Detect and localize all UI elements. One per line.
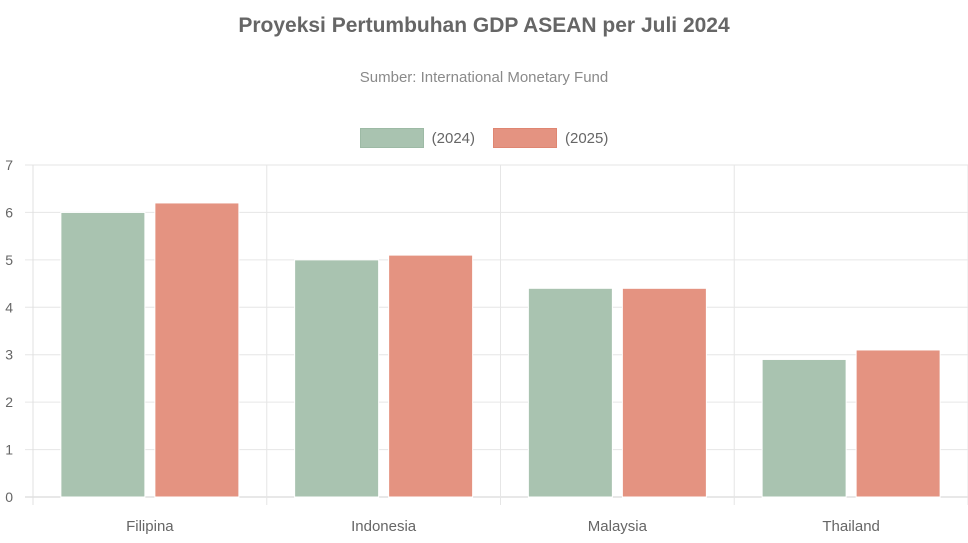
x-tick-label-indonesia: Indonesia bbox=[351, 518, 417, 535]
y-tick-label-0: 0 bbox=[5, 489, 13, 505]
y-tick-label-4: 4 bbox=[5, 299, 13, 315]
y-tick-label-3: 3 bbox=[5, 347, 13, 363]
x-tick-label-thailand: Thailand bbox=[822, 518, 880, 535]
chart-subtitle: Sumber: International Monetary Fund bbox=[359, 69, 609, 86]
legend-swatch-2025 bbox=[493, 128, 557, 148]
bar-indonesia-2024[interactable] bbox=[294, 259, 380, 498]
legend-label-2025: (2025) bbox=[565, 129, 609, 147]
chart-title: Proyeksi Pertumbuhan GDP ASEAN per Juli … bbox=[238, 14, 730, 37]
bar-malaysia-2024[interactable] bbox=[527, 287, 613, 498]
x-tick-label-filipina: Filipina bbox=[126, 518, 174, 535]
y-tick-label-6: 6 bbox=[5, 204, 13, 220]
y-tick-label-5: 5 bbox=[5, 252, 13, 268]
legend-item-2025[interactable]: (2025) bbox=[493, 128, 608, 148]
x-tick-label-malaysia: Malaysia bbox=[588, 518, 648, 535]
legend-item-2024[interactable]: (2024) bbox=[359, 128, 475, 148]
bar-thailand-2025[interactable] bbox=[855, 349, 941, 498]
chart-legend: (2024) (2025) bbox=[0, 128, 968, 148]
y-tick-label-2: 2 bbox=[5, 394, 13, 410]
bar-filipina-2025[interactable] bbox=[154, 202, 240, 498]
bar-thailand-2024[interactable] bbox=[761, 358, 847, 498]
y-tick-label-1: 1 bbox=[5, 442, 13, 458]
bar-filipina-2024[interactable] bbox=[60, 211, 146, 498]
bar-malaysia-2025[interactable] bbox=[621, 287, 707, 498]
legend-label-2024: (2024) bbox=[431, 129, 475, 147]
y-tick-label-7: 7 bbox=[5, 157, 13, 173]
bar-indonesia-2025[interactable] bbox=[388, 254, 474, 498]
legend-swatch-2024 bbox=[359, 128, 424, 148]
